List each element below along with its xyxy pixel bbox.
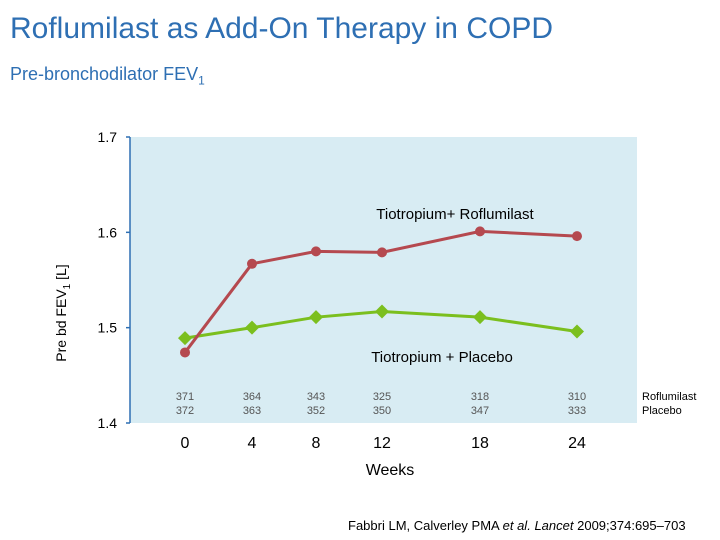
placebo-n-value: 352 <box>307 405 325 417</box>
roflumilast-n-value: 364 <box>243 391 261 403</box>
y-axis-label: Pre bd FEV1 [L] <box>53 264 73 361</box>
x-tick-label: 4 <box>248 435 257 452</box>
y-tick-label: 1.6 <box>98 224 118 240</box>
placebo-point <box>245 320 259 335</box>
roflumilast-point <box>180 347 190 358</box>
placebo-point <box>473 310 487 325</box>
roflumilast-n-value: 343 <box>307 391 325 403</box>
placebo-n-value: 372 <box>176 405 194 417</box>
roflumilast-point <box>475 226 485 237</box>
y-tick-label: 1.5 <box>98 320 118 336</box>
roflumilast-n-label: Roflumilast <box>642 391 696 403</box>
x-tick-label: 24 <box>568 435 586 452</box>
roflumilast-point <box>572 231 582 242</box>
placebo-point <box>178 331 192 346</box>
roflumilast-n-value: 325 <box>373 391 391 403</box>
x-tick-label: 12 <box>373 435 391 452</box>
roflumilast-n-value: 371 <box>176 391 194 403</box>
y-tick-label: 1.7 <box>98 129 118 145</box>
x-axis-label: Weeks <box>366 462 415 479</box>
citation: Fabbri LM, Calverley PMA et al. Lancet 2… <box>348 518 686 533</box>
plot-area-lower <box>130 137 637 423</box>
roflumilast-series-line <box>183 229 578 354</box>
placebo-series-line <box>184 309 578 340</box>
placebo-n-value: 350 <box>373 405 391 417</box>
roflumilast-point <box>311 246 321 257</box>
placebo-point <box>309 310 323 325</box>
x-tick-label: 0 <box>181 435 190 452</box>
roflumilast-point <box>377 247 387 258</box>
x-tick-label: 8 <box>312 435 321 452</box>
placebo-n-value: 333 <box>568 405 586 417</box>
placebo-n-value: 347 <box>471 405 489 417</box>
placebo-point <box>570 324 584 339</box>
placebo-n-value: 363 <box>243 405 261 417</box>
chart-subtitle: Pre-bronchodilator FEV1 <box>10 64 205 88</box>
page-title: Roflumilast as Add-On Therapy in COPD <box>10 12 554 45</box>
roflumilast-series-label: Tiotropium+ Roflumilast <box>376 206 534 223</box>
roflumilast-n-value: 318 <box>471 391 489 403</box>
roflumilast-n-value: 310 <box>568 391 586 403</box>
roflumilast-point <box>247 258 257 269</box>
x-tick-label: 18 <box>471 435 489 452</box>
y-tick-label: 1.4 <box>98 415 118 431</box>
placebo-n-label: Placebo <box>642 405 682 417</box>
placebo-point <box>375 304 389 319</box>
placebo-series-label: Tiotropium + Placebo <box>371 349 513 366</box>
